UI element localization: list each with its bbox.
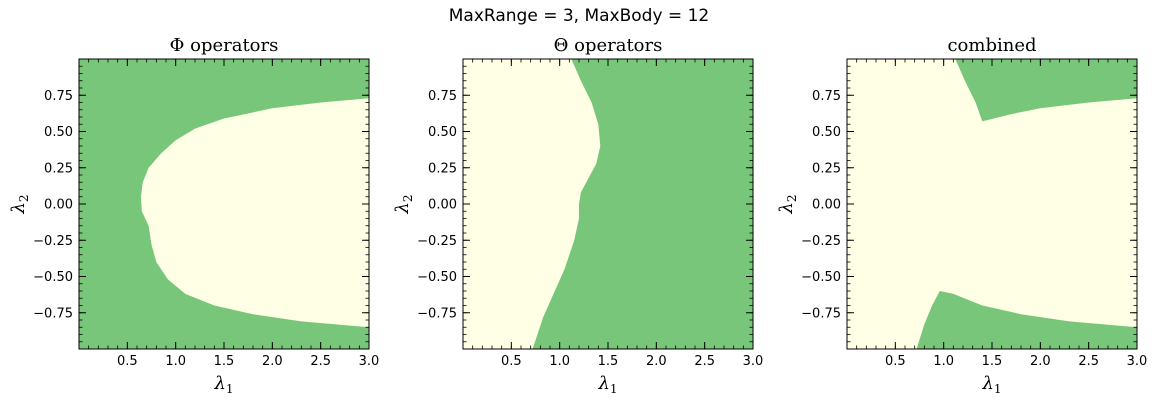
ticks-combined: 0.5 1.0 1.5 2.0 2.5 3.0 0.75 0.50 0.25 0.00 −0.25 −… bbox=[801, 58, 1148, 369]
panel-phi: 0.5 1.0 1.5 2.0 2.5 3.0 0.75 0.50 0.25 0.00 −0.25 −… bbox=[8, 35, 379, 396]
region-polygon bbox=[916, 291, 1137, 349]
x-tick-label: 2.0 bbox=[262, 354, 283, 369]
y-tick-label: 0.00 bbox=[812, 198, 841, 213]
y-axis-label-theta: λ2 bbox=[392, 194, 415, 214]
region-polygon bbox=[955, 59, 1137, 122]
x-tick-label: 2.0 bbox=[1030, 354, 1051, 369]
ticks-phi: 0.5 1.0 1.5 2.0 2.5 3.0 0.75 0.50 0.25 0.00 −0.25 −… bbox=[33, 58, 380, 369]
x-tick-label: 0.5 bbox=[117, 354, 138, 369]
y-tick-label: 0.50 bbox=[812, 125, 841, 140]
y-tick-label: −0.75 bbox=[33, 306, 73, 321]
panel-title-combined: combined bbox=[947, 35, 1036, 56]
y-tick-label: −0.50 bbox=[33, 270, 73, 285]
y-tick-label: −0.25 bbox=[33, 234, 73, 249]
x-tick-label: 1.0 bbox=[933, 354, 954, 369]
x-tick-label: 1.0 bbox=[549, 354, 570, 369]
x-tick-label: 1.0 bbox=[165, 354, 186, 369]
y-tick-label: 0.25 bbox=[812, 161, 841, 176]
y-tick-label: 0.50 bbox=[44, 125, 73, 140]
y-tick-label: 0.75 bbox=[428, 89, 457, 104]
y-tick-label: 0.50 bbox=[428, 125, 457, 140]
y-tick-label: 0.75 bbox=[44, 89, 73, 104]
y-tick-label: −0.75 bbox=[801, 306, 841, 321]
x-axis-label-combined: λ1 bbox=[981, 373, 1001, 396]
y-tick-label: −0.75 bbox=[417, 306, 457, 321]
y-tick-label: 0.25 bbox=[428, 161, 457, 176]
figure-suptitle: MaxRange = 3, MaxBody = 12 bbox=[449, 6, 709, 26]
x-tick-label: 3.0 bbox=[743, 354, 764, 369]
panel-title-theta: Θ operators bbox=[554, 35, 663, 56]
x-tick-label: 0.5 bbox=[885, 354, 906, 369]
plot-area-combined bbox=[847, 59, 1137, 349]
x-tick-label: 1.5 bbox=[982, 354, 1003, 369]
panel-title-phi: Φ operators bbox=[170, 35, 279, 56]
x-tick-label: 0.5 bbox=[501, 354, 522, 369]
region-polygon bbox=[140, 98, 369, 328]
y-tick-label: 0.75 bbox=[812, 89, 841, 104]
x-axis-label-theta: λ1 bbox=[597, 373, 617, 396]
plot-area-phi bbox=[79, 59, 369, 349]
panel-theta: 0.5 1.0 1.5 2.0 2.5 3.0 0.75 0.50 0.25 0.00 −0.25 −… bbox=[392, 35, 763, 396]
x-tick-label: 2.5 bbox=[1078, 354, 1099, 369]
x-tick-label: 1.5 bbox=[214, 354, 235, 369]
x-tick-label: 2.5 bbox=[694, 354, 715, 369]
region-polygon bbox=[463, 59, 601, 349]
ticks-theta: 0.5 1.0 1.5 2.0 2.5 3.0 0.75 0.50 0.25 0.00 −0.25 −… bbox=[417, 58, 764, 369]
y-tick-label: −0.50 bbox=[801, 270, 841, 285]
x-tick-label: 2.0 bbox=[646, 354, 667, 369]
x-tick-label: 3.0 bbox=[1127, 354, 1148, 369]
x-tick-label: 3.0 bbox=[359, 354, 380, 369]
y-tick-label: −0.25 bbox=[801, 234, 841, 249]
y-tick-label: −0.50 bbox=[417, 270, 457, 285]
y-tick-label: 0.00 bbox=[428, 198, 457, 213]
x-axis-label-phi: λ1 bbox=[213, 373, 233, 396]
y-tick-label: −0.25 bbox=[417, 234, 457, 249]
x-tick-label: 2.5 bbox=[310, 354, 331, 369]
y-axis-label-phi: λ2 bbox=[8, 194, 31, 214]
x-tick-label: 1.5 bbox=[598, 354, 619, 369]
y-tick-label: 0.25 bbox=[44, 161, 73, 176]
panel-combined: 0.5 1.0 1.5 2.0 2.5 3.0 0.75 0.50 0.25 0.00 −0.25 −… bbox=[776, 35, 1147, 396]
plot-area-theta bbox=[463, 59, 753, 349]
y-axis-label-combined: λ2 bbox=[776, 194, 799, 214]
y-tick-label: 0.00 bbox=[44, 198, 73, 213]
